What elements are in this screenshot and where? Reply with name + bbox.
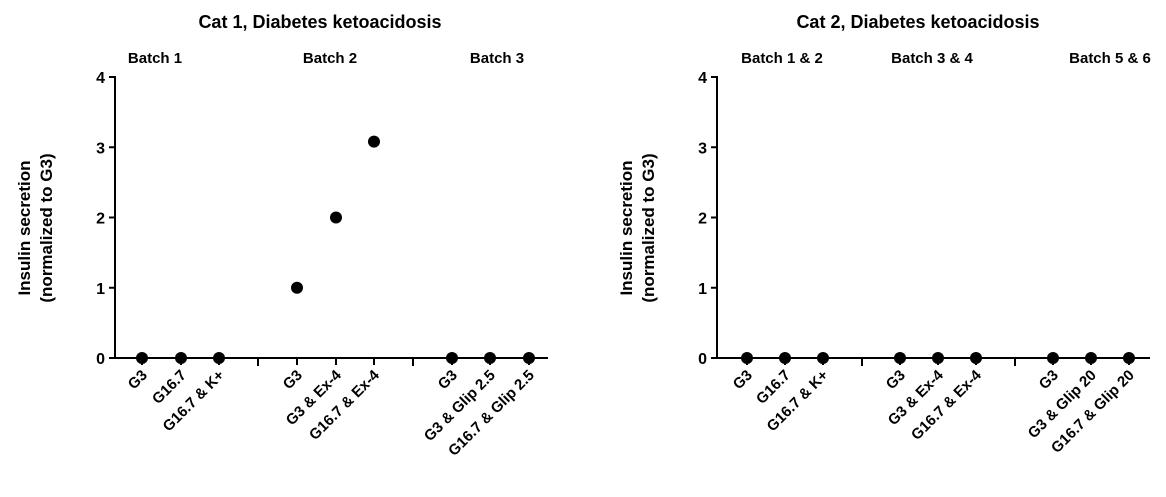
chart-title: Cat 1, Diabetes ketoacidosis (198, 12, 441, 32)
batch-label: Batch 5 & 6 (1069, 50, 1151, 67)
data-point (484, 352, 496, 364)
y-tick-label: 1 (698, 281, 707, 298)
batch-label: Batch 1 & 2 (741, 50, 823, 67)
y-tick-label: 2 (698, 211, 707, 228)
data-point (970, 352, 982, 364)
y-tick-label: 2 (96, 211, 105, 228)
data-point (330, 211, 342, 224)
y-axis-label-line1: Insulin secretion (617, 160, 636, 295)
y-tick-label: 4 (698, 70, 707, 87)
data-point (136, 352, 148, 364)
x-tick-label: G3 (883, 367, 909, 393)
chart-title: Cat 2, Diabetes ketoacidosis (796, 12, 1039, 32)
data-point (894, 352, 906, 364)
y-axis-label: Insulin secretion (normalized to G3) (15, 153, 56, 302)
data-point (1047, 352, 1059, 364)
y-axis-label-line1: Insulin secretion (15, 160, 34, 295)
y-axis-label-line2: (normalized to G3) (639, 153, 658, 302)
x-tick-label: G3 (280, 367, 306, 393)
data-point (779, 352, 791, 364)
y-tick-label: 1 (96, 281, 105, 298)
batch-label: Batch 2 (303, 50, 357, 67)
y-axis-label-line2: (normalized to G3) (37, 153, 56, 302)
data-point (741, 352, 753, 364)
y-tick-label: 3 (96, 140, 105, 157)
y-tick-label: 0 (698, 351, 707, 368)
data-point (213, 352, 225, 364)
x-tick-label: G3 (435, 367, 461, 393)
data-point (368, 135, 380, 148)
data-point (523, 352, 535, 364)
data-point (817, 352, 829, 364)
y-tick-label: 3 (698, 140, 707, 157)
x-tick-label: G3 (730, 367, 756, 393)
y-axis-label: Insulin secretion (normalized to G3) (617, 153, 658, 302)
y-tick-label: 0 (96, 351, 105, 368)
batch-label: Batch 3 (470, 50, 524, 67)
chart-panel-1: Cat 1, Diabetes ketoacidosis Insulin secr… (15, 12, 548, 460)
x-tick-label: G3 (125, 367, 151, 393)
data-point (1123, 352, 1135, 364)
data-point (175, 352, 187, 364)
data-point (932, 352, 944, 364)
x-tick-label: G3 (1036, 367, 1062, 393)
batch-label: Batch 3 & 4 (891, 50, 973, 67)
data-point (291, 281, 303, 294)
data-point (446, 352, 458, 364)
y-tick-label: 4 (96, 70, 105, 87)
batch-label: Batch 1 (128, 50, 182, 67)
chart-panel-2: Cat 2, Diabetes ketoacidosis Insulin secr… (617, 12, 1151, 457)
data-point (1085, 352, 1097, 364)
